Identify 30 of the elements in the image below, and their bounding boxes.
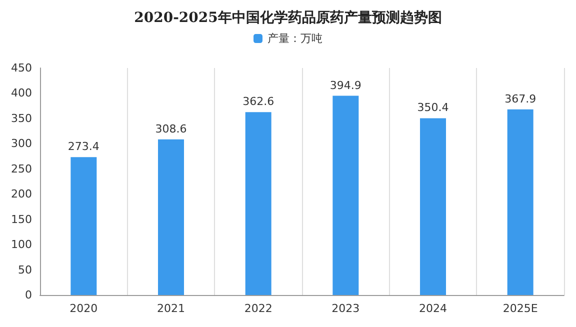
y-tick-label: 300: [11, 137, 32, 150]
y-tick-label: 100: [11, 238, 32, 252]
y-tick-label: 150: [11, 212, 32, 226]
bar: [158, 139, 184, 295]
y-tick-label: 350: [11, 112, 32, 125]
x-tick-label: 2021: [157, 302, 185, 315]
bar: [420, 118, 446, 295]
y-tick-label: 450: [11, 62, 32, 74]
data-label: 362.6: [242, 95, 274, 108]
y-tick-label: 50: [18, 263, 32, 276]
bar: [245, 112, 272, 295]
y-tick-label: 0: [25, 288, 32, 302]
bar: [332, 96, 359, 295]
bar: [507, 109, 534, 295]
y-tick-label: 400: [11, 86, 32, 100]
data-label: 273.4: [68, 140, 100, 154]
x-tick-label: 2024: [419, 302, 447, 315]
bar: [70, 157, 97, 295]
data-label: 308.6: [155, 122, 187, 136]
y-tick-label: 200: [11, 188, 32, 201]
data-label: 394.9: [330, 78, 362, 92]
x-tick-label: 2023: [332, 302, 360, 315]
legend-label: 产量：万吨: [268, 32, 322, 45]
y-tick-label: 250: [11, 162, 32, 176]
x-tick-label: 2025E: [502, 302, 538, 315]
x-tick-label: 2020: [70, 302, 98, 315]
chart-title: 2020-2025年中国化学药品原药产量预测趋势图: [134, 9, 442, 26]
data-label: 367.9: [504, 92, 536, 106]
data-label: 350.4: [417, 101, 449, 114]
x-tick-label: 2022: [244, 302, 272, 315]
